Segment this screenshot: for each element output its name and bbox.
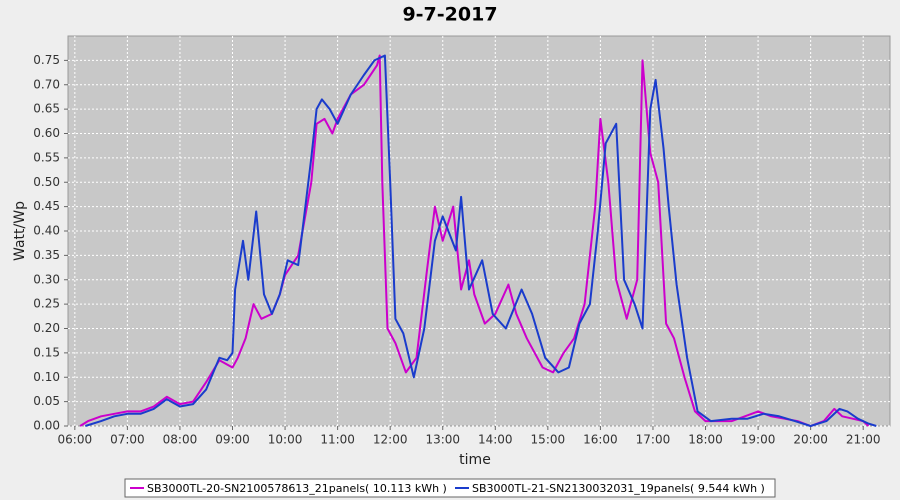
x-tick-label: 10:00: [268, 433, 303, 447]
y-tick-label: 0.40: [33, 224, 60, 238]
x-tick-label: 19:00: [741, 433, 776, 447]
y-tick-label: 0.60: [33, 126, 60, 140]
x-tick-label: 21:00: [846, 433, 881, 447]
x-tick-label: 08:00: [163, 433, 198, 447]
x-tick-label: 18:00: [688, 433, 723, 447]
y-tick-label: 0.45: [33, 199, 60, 213]
y-tick-label: 0.55: [33, 150, 60, 164]
x-tick-label: 16:00: [583, 433, 618, 447]
x-tick-label: 20:00: [793, 433, 828, 447]
x-tick-label: 17:00: [636, 433, 671, 447]
x-tick-label: 14:00: [478, 433, 513, 447]
y-tick-label: 0.75: [33, 53, 60, 67]
y-tick-label: 0.30: [33, 272, 60, 286]
x-tick-label: 09:00: [215, 433, 250, 447]
legend-label: SB3000TL-21-SN2130032031_19panels( 9.544…: [472, 482, 765, 495]
y-tick-label: 0.20: [33, 321, 60, 335]
plot-area: [67, 35, 891, 427]
y-tick-label: 0.25: [33, 297, 60, 311]
y-tick-label: 0.05: [33, 394, 60, 408]
x-tick-label: 15:00: [531, 433, 566, 447]
legend-label: SB3000TL-20-SN2100578613_21panels( 10.11…: [147, 482, 447, 495]
series-line: [85, 54, 877, 427]
x-tick-label: 07:00: [110, 433, 145, 447]
y-tick-label: 0.00: [33, 419, 60, 433]
y-tick-label: 0.10: [33, 370, 60, 384]
chart-title: 9-7-2017: [402, 4, 497, 26]
y-tick-label: 0.50: [33, 175, 60, 189]
y-axis-label: Watt/Wp: [12, 201, 28, 261]
x-tick-label: 11:00: [320, 433, 355, 447]
y-tick-label: 0.15: [33, 345, 60, 359]
x-tick-label: 06:00: [58, 433, 93, 447]
y-tick-label: 0.65: [33, 102, 60, 116]
legend: [124, 478, 776, 498]
x-tick-label: 13:00: [425, 433, 460, 447]
x-axis-label: time: [459, 452, 491, 468]
y-tick-label: 0.70: [33, 77, 60, 91]
x-tick-label: 12:00: [373, 433, 408, 447]
y-tick-label: 0.35: [33, 248, 60, 262]
